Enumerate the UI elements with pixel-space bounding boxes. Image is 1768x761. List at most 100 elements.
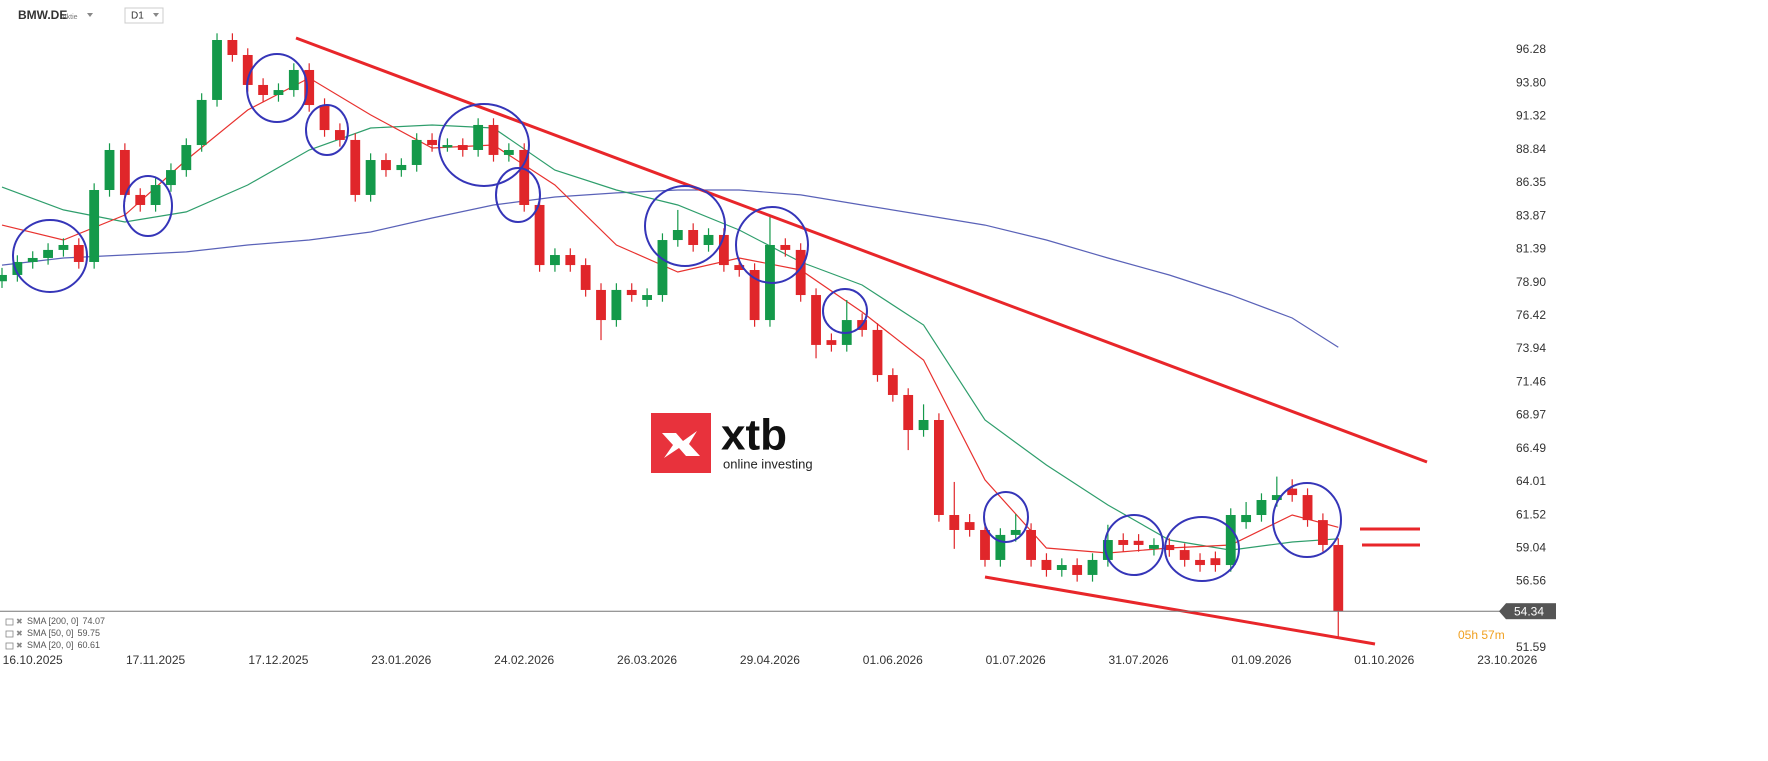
candle-body — [1010, 529, 1021, 535]
circle — [735, 206, 809, 284]
circle — [1164, 516, 1240, 582]
candle-body — [1287, 488, 1298, 496]
candle-body — [1241, 514, 1252, 523]
candle-body — [642, 295, 653, 300]
candle-body — [949, 514, 960, 530]
y-tick-label: 78.90 — [1516, 275, 1546, 289]
symbol-dropdown[interactable] — [87, 13, 93, 17]
candle-body — [550, 255, 560, 266]
legend-close[interactable]: ✖ — [16, 641, 23, 650]
symbol[interactable]: BMW.DE — [18, 8, 67, 22]
x-tick-label: 23.01.2026 — [371, 653, 431, 667]
circle — [822, 288, 868, 334]
candle-body — [1072, 565, 1083, 575]
candle-body — [334, 130, 345, 140]
trend-line — [984, 575, 1376, 646]
tagline: online investing — [723, 456, 813, 471]
candle-body — [780, 244, 791, 250]
candle-body — [319, 105, 330, 131]
y-tick-label: 93.80 — [1516, 75, 1546, 89]
y-tick-label: 96.28 — [1516, 42, 1546, 56]
y-tick-label: 91.32 — [1516, 109, 1546, 123]
y-tick-label: 81.39 — [1516, 241, 1546, 255]
candle-body — [580, 265, 591, 290]
y-tick-label: 51.59 — [1516, 640, 1546, 654]
candle-body — [734, 265, 745, 271]
legend-name: SMA [200, 0] — [27, 616, 79, 626]
legend-value: 60.61 — [78, 640, 101, 650]
candle-body — [1133, 540, 1144, 545]
candle-body — [104, 149, 115, 190]
candle-body — [411, 139, 422, 165]
x-tick-label: 29.04.2026 — [740, 653, 800, 667]
y-tick-label: 86.35 — [1516, 175, 1546, 189]
x-tick-label: 26.03.2026 — [617, 653, 677, 667]
last-price-label: 54.34 — [1514, 604, 1544, 618]
candle-body — [672, 230, 683, 241]
x-tick-label: 23.10.2026 — [1477, 653, 1537, 667]
circle — [246, 53, 308, 123]
annotations — [12, 36, 1428, 646]
circle — [1104, 514, 1164, 576]
candle-body — [826, 340, 837, 345]
brand: xtb — [721, 411, 787, 460]
candle-body — [1333, 544, 1344, 612]
axes: 96.28 93.80 91.32 88.84 86.35 83.87 81.39 78.90… — [0, 42, 1556, 667]
candle-body — [1026, 529, 1036, 560]
circle — [644, 185, 726, 267]
candle-body — [27, 257, 38, 262]
candle-body — [150, 185, 161, 205]
timeframe-dropdown[interactable] — [153, 13, 159, 17]
legend-icon — [5, 642, 14, 650]
candle-body — [934, 419, 944, 515]
candle-body — [703, 234, 714, 245]
x-tick-label: 31.07.2026 — [1109, 653, 1169, 667]
candle-body — [596, 289, 606, 321]
candle-body — [1302, 495, 1313, 521]
candle-body — [135, 194, 146, 205]
candle-body — [519, 149, 530, 205]
candle-body — [365, 160, 376, 195]
candle-body — [488, 124, 499, 155]
y-tick-label: 66.49 — [1516, 441, 1546, 455]
legend-close[interactable]: ✖ — [16, 629, 23, 638]
legend-icon — [5, 630, 14, 638]
candle-body — [396, 164, 407, 171]
legend: ✖ SMA [200, 0] 74.07 ✖ SMA [50, 0] 59.75 ✖ SMA … — [5, 616, 105, 650]
y-tick-label: 76.42 — [1516, 308, 1546, 322]
candle-body — [1317, 520, 1328, 545]
y-tick-label: 61.52 — [1516, 507, 1546, 521]
candle-body — [503, 149, 514, 155]
x-tick-label: 17.12.2025 — [248, 653, 308, 667]
candle-body — [73, 244, 84, 262]
candle-body — [89, 189, 100, 262]
circle — [12, 219, 88, 293]
timeframe-box[interactable] — [124, 7, 164, 24]
candle-body — [903, 394, 914, 431]
countdown: 05h 57m — [1458, 628, 1505, 642]
candle-body — [1102, 540, 1113, 560]
circle — [438, 103, 530, 187]
legend-entry: SMA [200, 0] 74.07 — [27, 616, 105, 626]
legend-value: 74.07 — [83, 616, 106, 626]
candle-body — [657, 240, 668, 296]
candle-body — [242, 54, 253, 85]
candle-body — [1271, 495, 1282, 501]
trend-line — [295, 36, 1428, 464]
candle-body — [1195, 559, 1205, 566]
x-tick-label: 01.07.2026 — [986, 653, 1046, 667]
legend-close[interactable]: ✖ — [16, 617, 23, 626]
candle-body — [1118, 540, 1129, 545]
candle-body — [995, 534, 1006, 560]
candle-body — [258, 84, 269, 95]
candle-body — [1179, 550, 1190, 560]
candle-body — [43, 249, 53, 258]
candle-body — [1056, 565, 1067, 570]
y-tick-label: 73.94 — [1516, 341, 1546, 355]
candle-body — [749, 270, 760, 321]
candle-body — [442, 145, 453, 148]
timeframe[interactable]: D1 — [131, 11, 144, 22]
circle — [305, 104, 349, 156]
